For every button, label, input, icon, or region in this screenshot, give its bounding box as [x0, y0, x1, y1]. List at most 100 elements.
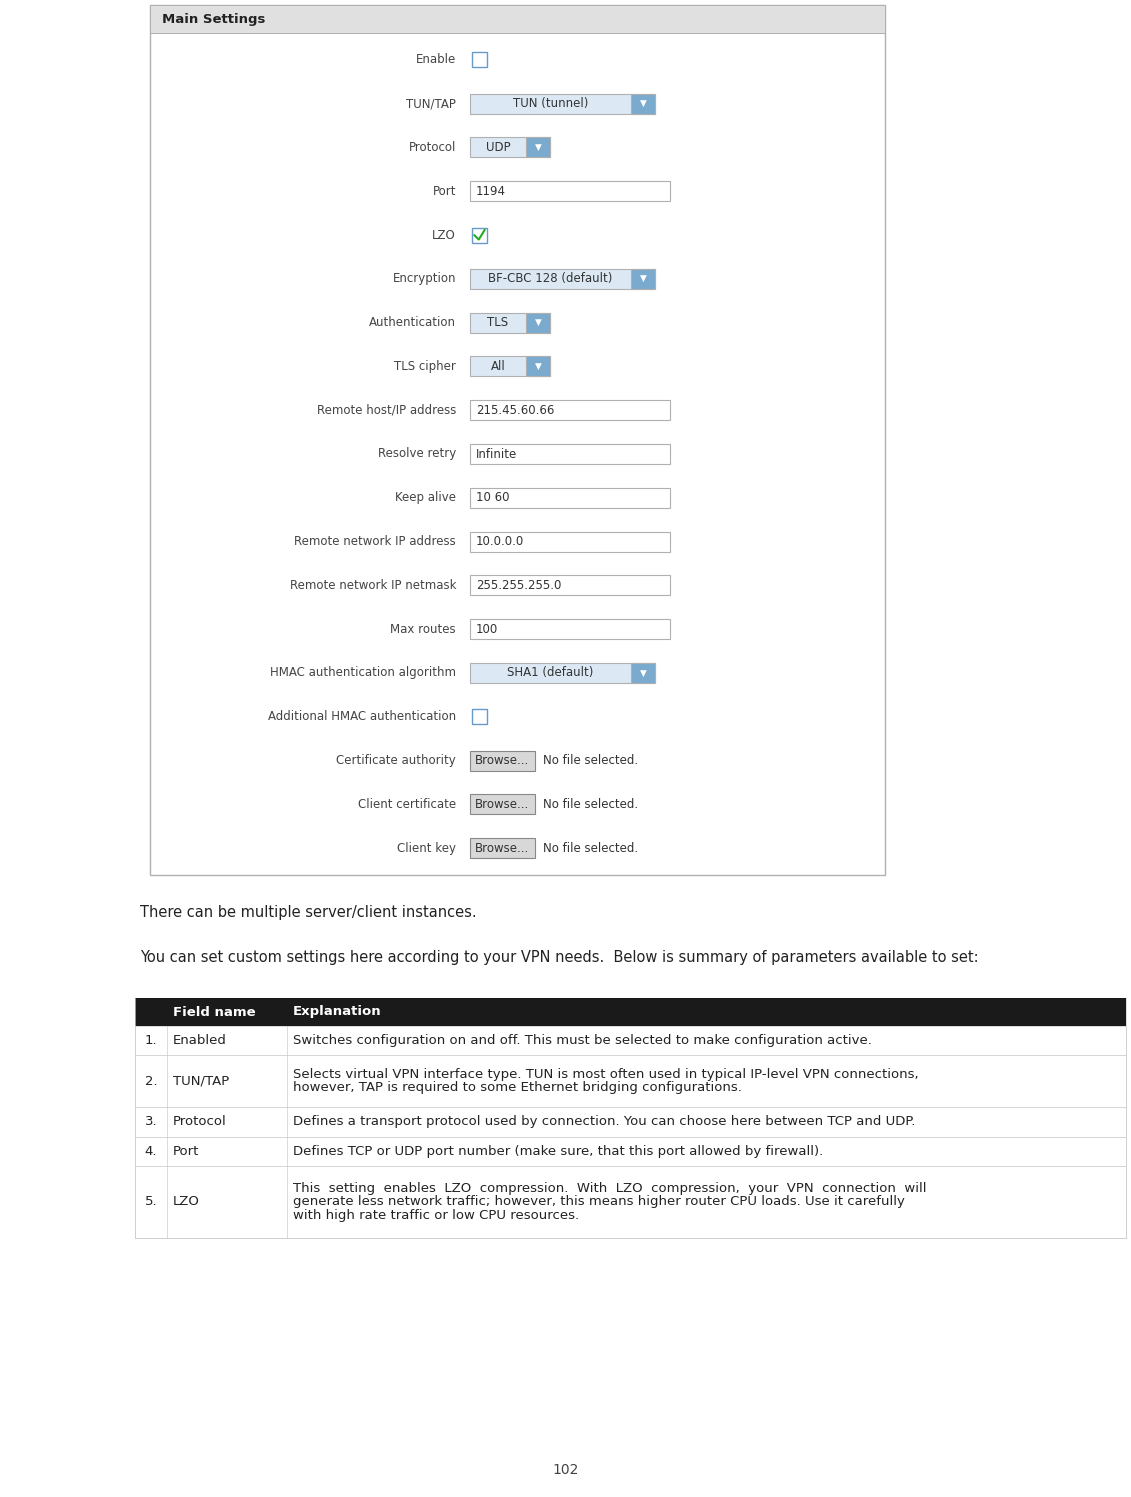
Bar [631, 663, 655, 683]
Text: ▼: ▼ [639, 669, 647, 678]
Bar [150, 4, 884, 876]
Bar [470, 795, 535, 814]
Text: with high rate traffic or low CPU resources.: with high rate traffic or low CPU resour… [293, 1208, 579, 1222]
Text: ▼: ▼ [535, 319, 542, 328]
Text: 2.: 2. [145, 1075, 157, 1088]
Text: ▼: ▼ [535, 362, 542, 371]
Text: 102: 102 [552, 1463, 579, 1478]
Text: No file selected.: No file selected. [543, 798, 638, 811]
Text: 1194: 1194 [476, 184, 506, 198]
Bar [472, 52, 487, 67]
Text: HMAC authentication algorithm: HMAC authentication algorithm [270, 666, 456, 680]
Bar [470, 94, 655, 114]
Text: LZO: LZO [173, 1196, 200, 1208]
Bar [135, 1166, 1126, 1238]
Text: Enable: Enable [416, 54, 456, 66]
Text: ▼: ▼ [639, 274, 647, 283]
Text: Port: Port [173, 1145, 199, 1157]
Bar [470, 181, 670, 201]
Bar [135, 1025, 1126, 1055]
Bar [631, 94, 655, 114]
Bar [470, 838, 535, 858]
Text: ▼: ▼ [639, 99, 647, 108]
Text: Max routes: Max routes [390, 623, 456, 636]
Bar [526, 138, 550, 157]
Text: 5.: 5. [145, 1196, 157, 1208]
Text: There can be multiple server/client instances.: There can be multiple server/client inst… [140, 906, 476, 921]
Text: TLS cipher: TLS cipher [394, 359, 456, 373]
Bar [470, 313, 550, 332]
Text: ▼: ▼ [535, 144, 542, 153]
Text: 10 60: 10 60 [476, 491, 509, 504]
Text: 4.: 4. [145, 1145, 157, 1157]
Text: SHA1 (default): SHA1 (default) [508, 666, 594, 680]
Text: Browse...: Browse... [475, 754, 529, 766]
Bar [470, 269, 655, 289]
Text: TLS: TLS [487, 316, 509, 329]
Text: This  setting  enables  LZO  compression.  With  LZO  compression,  your  VPN  c: This setting enables LZO compression. Wi… [293, 1183, 926, 1195]
Text: Client key: Client key [397, 841, 456, 855]
Text: Remote network IP netmask: Remote network IP netmask [290, 579, 456, 591]
Text: Protocol: Protocol [408, 141, 456, 154]
Bar [526, 313, 550, 332]
Text: LZO: LZO [432, 229, 456, 241]
Text: Main Settings: Main Settings [162, 12, 266, 25]
Bar [470, 356, 550, 376]
Bar [631, 269, 655, 289]
Text: Browse...: Browse... [475, 798, 529, 811]
Bar [472, 228, 487, 243]
Text: however, TAP is required to some Ethernet bridging configurations.: however, TAP is required to some Etherne… [293, 1081, 742, 1094]
Text: Remote network IP address: Remote network IP address [294, 534, 456, 548]
Text: Remote host/IP address: Remote host/IP address [317, 404, 456, 416]
Text: Defines TCP or UDP port number (make sure, that this port allowed by firewall).: Defines TCP or UDP port number (make sur… [293, 1145, 823, 1157]
Text: No file selected.: No file selected. [543, 754, 638, 766]
Text: 255.255.255.0: 255.255.255.0 [476, 579, 561, 591]
Bar [135, 998, 1126, 1025]
Text: 215.45.60.66: 215.45.60.66 [476, 404, 554, 416]
Text: All: All [491, 359, 506, 373]
Text: Browse...: Browse... [475, 841, 529, 855]
Bar [135, 1055, 1126, 1108]
Bar [470, 620, 670, 639]
Text: Infinite: Infinite [476, 448, 517, 461]
Text: 10.0.0.0: 10.0.0.0 [476, 534, 525, 548]
Bar [150, 4, 884, 33]
Text: You can set custom settings here according to your VPN needs.  Below is summary : You can set custom settings here accordi… [140, 951, 978, 966]
Bar [470, 400, 670, 421]
Text: TUN/TAP: TUN/TAP [173, 1075, 230, 1088]
Text: Enabled: Enabled [173, 1034, 227, 1046]
Text: TUN (tunnel): TUN (tunnel) [512, 97, 588, 111]
Text: No file selected.: No file selected. [543, 841, 638, 855]
Text: BF-CBC 128 (default): BF-CBC 128 (default) [489, 272, 613, 286]
Text: 1.: 1. [145, 1034, 157, 1046]
Bar [470, 750, 535, 771]
Text: Defines a transport protocol used by connection. You can choose here between TCP: Defines a transport protocol used by con… [293, 1115, 915, 1129]
Bar [135, 1136, 1126, 1166]
Text: Explanation: Explanation [293, 1006, 381, 1018]
Bar [470, 445, 670, 464]
Text: Field name: Field name [173, 1006, 256, 1018]
Bar [526, 356, 550, 376]
Text: Keep alive: Keep alive [395, 491, 456, 504]
Text: Selects virtual VPN interface type. TUN is most often used in typical IP-level V: Selects virtual VPN interface type. TUN … [293, 1069, 918, 1081]
Bar [470, 138, 550, 157]
Text: Resolve retry: Resolve retry [378, 448, 456, 461]
Bar [470, 663, 655, 683]
Text: 100: 100 [476, 623, 499, 636]
Text: Encryption: Encryption [392, 272, 456, 286]
Bar [470, 531, 670, 551]
Text: Port: Port [432, 184, 456, 198]
Text: 3.: 3. [145, 1115, 157, 1129]
Text: Protocol: Protocol [173, 1115, 226, 1129]
Text: Certificate authority: Certificate authority [336, 754, 456, 766]
Bar [472, 710, 487, 725]
Text: Switches configuration on and off. This must be selected to make configuration a: Switches configuration on and off. This … [293, 1034, 872, 1046]
Text: generate less network traffic; however, this means higher router CPU loads. Use : generate less network traffic; however, … [293, 1196, 905, 1208]
Text: TUN/TAP: TUN/TAP [406, 97, 456, 111]
Text: Authentication: Authentication [369, 316, 456, 329]
Bar [135, 1108, 1126, 1136]
Text: UDP: UDP [485, 141, 510, 154]
Bar [470, 575, 670, 596]
Text: Client certificate: Client certificate [357, 798, 456, 811]
Bar [470, 488, 670, 507]
